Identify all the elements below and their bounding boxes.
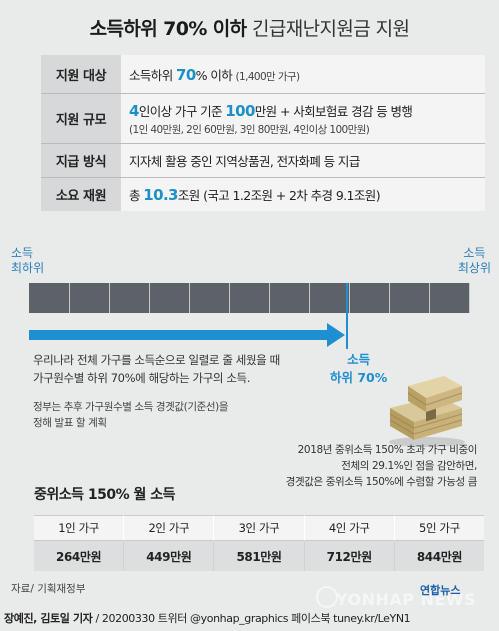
description: 우리나라 전체 가구를 소득순으로 일렬로 줄 세웠을 때 가구원수별 하위 70… <box>33 353 280 385</box>
watermark: YONHAP NEWS <box>336 590 477 609</box>
agency-logo: 연합뉴스 <box>420 584 461 597</box>
page-title: 소득하위 70% 이하 긴급재난지원금 지원 <box>0 14 499 41</box>
info-table: 지원 대상 소득하위 70% 이하 (1,400만 가구) 지원 규모 4인이상… <box>41 55 485 211</box>
info-value: 소득하위 70% 이하 (1,400만 가구) <box>121 55 485 93</box>
arrow-shaft <box>29 330 329 340</box>
arrow-head-icon <box>327 323 345 347</box>
info-row-funding: 소요 재원 총 10.3조원 (국고 1.2조원 + 2차 추경 9.1조원) <box>41 177 485 211</box>
median-label: 소득 하위 70% <box>330 352 388 385</box>
scale-tick <box>429 283 430 313</box>
table-header-cell: 1인 가구 <box>34 515 124 541</box>
info-label: 지원 대상 <box>41 55 121 93</box>
table-cell: 581만원 <box>213 541 304 571</box>
table-header-cell: 2인 가구 <box>123 515 214 541</box>
scale-tick <box>269 283 270 313</box>
scale-tick <box>389 283 390 313</box>
info-label: 지원 규모 <box>41 94 121 143</box>
scale-tick <box>149 283 150 313</box>
table-header-row: 1인 가구 2인 가구 3인 가구 4인 가구 5인 가구 <box>34 515 485 541</box>
money-stack-icon <box>389 376 465 447</box>
info-value: 4인이상 가구 기준 100만원 + 사회보험료 경감 등 병행 (1인 40만… <box>121 94 485 143</box>
info-label: 소요 재원 <box>41 178 121 211</box>
title-normal: 긴급재난지원금 지원 <box>252 18 410 40</box>
scale-tick <box>469 283 470 313</box>
info-label: 지급 방식 <box>41 144 121 177</box>
table-row: 264만원 449만원 581만원 712만원 844만원 <box>34 541 485 571</box>
info-row-scale: 지원 규모 4인이상 가구 기준 100만원 + 사회보험료 경감 등 병행 (… <box>41 93 485 143</box>
table-header-cell: 3인 가구 <box>213 515 304 541</box>
info-row-method: 지급 방식 지자체 활용 중인 지역상품권, 전자화폐 등 지급 <box>41 143 485 177</box>
table-title: 중위소득 150% 월 소득 <box>34 487 176 503</box>
footer-credit: 장예진, 김토일 기자 / 20200330 트위터 @yonhap_graph… <box>4 612 411 625</box>
median-marker-line <box>346 283 348 349</box>
table-cell: 844만원 <box>393 541 485 571</box>
scale-tick <box>189 283 190 313</box>
source-credit: 자료/ 기획재정부 <box>11 583 86 595</box>
table-cell: 712만원 <box>303 541 394 571</box>
income-scale-bar <box>29 283 469 313</box>
scale-tick <box>109 283 110 313</box>
scale-tick <box>69 283 70 313</box>
table-header-cell: 5인 가구 <box>393 515 485 541</box>
median-income-table: 1인 가구 2인 가구 3인 가구 4인 가구 5인 가구 264만원 449만원 581만… <box>34 515 485 571</box>
table-cell: 449만원 <box>123 541 214 571</box>
scale-tick <box>309 283 310 313</box>
threshold-note: 2018년 중위소득 150% 초과 가구 비중이 전체의 29.1%인 점을 감… <box>285 444 478 488</box>
plan-note: 정부는 추후 가구원수별 소득 경곗값(기준선)을 정해 발표 할 계획 <box>33 401 229 429</box>
info-subtext: (1인 40만원, 2인 60만원, 3인 80만원, 4인이상 100만원) <box>129 123 370 136</box>
table-header-cell: 4인 가구 <box>303 515 394 541</box>
info-row-target: 지원 대상 소득하위 70% 이하 (1,400만 가구) <box>41 55 485 93</box>
info-value: 총 10.3조원 (국고 1.2조원 + 2차 추경 9.1조원) <box>121 178 485 211</box>
title-bold: 소득하위 70% 이하 <box>89 18 248 40</box>
scale-tick <box>349 283 350 313</box>
watermark-circle-icon <box>316 586 338 608</box>
scale-label-lowest: 소득 최하위 <box>11 246 45 275</box>
scale-label-highest: 소득 최상위 <box>457 246 491 275</box>
info-value: 지자체 활용 중인 지역상품권, 전자화폐 등 지급 <box>121 144 485 177</box>
table-cell: 264만원 <box>34 541 124 571</box>
scale-tick <box>229 283 230 313</box>
